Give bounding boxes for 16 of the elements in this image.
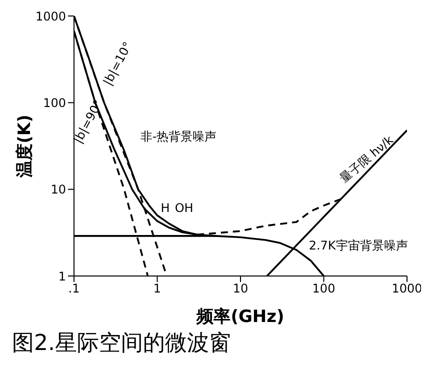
annotation: OH <box>174 200 194 215</box>
y-axis-title: 温度(K) <box>15 114 36 178</box>
annotation: H <box>160 200 170 215</box>
y-tick-label: 100 <box>43 96 66 110</box>
y-tick-label: 1 <box>58 269 66 284</box>
x-tick-label: .1 <box>68 282 80 296</box>
x-tick-label: 100 <box>312 282 336 296</box>
text: 图2.星际空间的微波窗 <box>12 330 232 358</box>
x-tick-label: 1 <box>153 282 162 296</box>
y-tick-label: 10 <box>50 182 66 197</box>
annotation: 非-热背景噪声 <box>140 129 217 144</box>
x-tick-label: 10 <box>232 282 248 296</box>
y-tick-label: 1000 <box>35 9 66 24</box>
annotation: 量子限 hν/k <box>337 132 396 186</box>
annotation: 2.7K宇宙背景噪声 <box>308 238 408 253</box>
x-axis-title: 频率(GHz) <box>196 307 284 327</box>
